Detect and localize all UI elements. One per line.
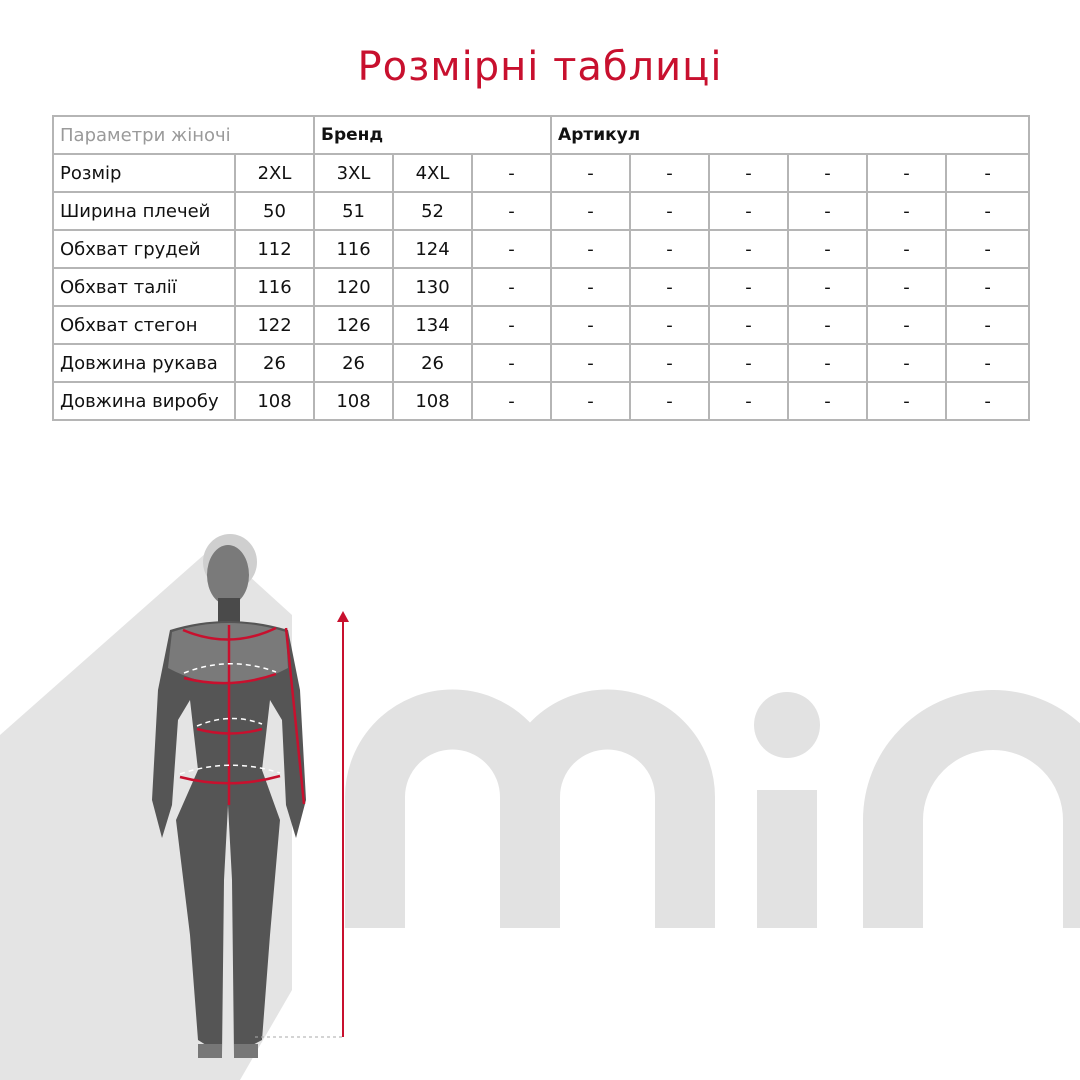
table-cell: -: [471, 191, 553, 231]
table-cell: -: [629, 153, 711, 193]
table-cell: 122: [233, 305, 316, 345]
row-label: Розмір: [52, 153, 236, 193]
table-cell: 116: [233, 267, 316, 307]
table-cell: -: [866, 381, 948, 421]
table-cell: -: [471, 153, 553, 193]
table-cell: -: [866, 267, 948, 307]
table-cell: -: [866, 305, 948, 345]
table-cell: 116: [313, 229, 395, 269]
table-cell: -: [550, 191, 632, 231]
table-cell: 108: [233, 381, 316, 421]
table-cell: -: [471, 381, 553, 421]
table-row: Обхват талії 116 120 130- - - - - - -: [52, 267, 1031, 307]
table-cell: 4XL: [392, 153, 474, 193]
size-table: Параметри жіночі Бренд Артикул Розмір 2XL…: [51, 115, 1031, 421]
table-cell: -: [787, 153, 869, 193]
table-cell: 126: [313, 305, 395, 345]
table-cell: -: [550, 381, 632, 421]
brand-logo: [345, 689, 1080, 928]
table-cell: 26: [392, 343, 474, 383]
table-cell: 52: [392, 191, 474, 231]
table-cell: -: [471, 229, 553, 269]
row-label: Ширина плечей: [52, 191, 236, 231]
table-cell: 124: [392, 229, 474, 269]
article-header: Артикул: [550, 115, 1031, 155]
table-cell: -: [629, 305, 711, 345]
table-cell: -: [787, 267, 869, 307]
table-row: Розмір 2XL 3XL 4XL - - - - - - -: [52, 153, 1031, 193]
table-cell: -: [945, 305, 1031, 345]
table-cell: -: [787, 229, 869, 269]
table-cell: -: [708, 305, 790, 345]
table-cell: 50: [233, 191, 316, 231]
table-cell: -: [708, 343, 790, 383]
table-cell: -: [787, 191, 869, 231]
table-row: Обхват стегон 122 126 134- - - - - - -: [52, 305, 1031, 345]
table-row: Обхват грудей 112 116 124- - - - - - -: [52, 229, 1031, 269]
table-cell: -: [471, 267, 553, 307]
row-label: Обхват талії: [52, 267, 236, 307]
table-cell: -: [787, 381, 869, 421]
table-cell: 108: [313, 381, 395, 421]
arrow-head-icon: [337, 611, 349, 622]
logo-i-dot: [754, 692, 820, 758]
table-cell: -: [945, 343, 1031, 383]
row-label: Довжина виробу: [52, 381, 236, 421]
table-row: Довжина виробу 108 108 108- - - - - - -: [52, 381, 1031, 421]
table-row: Ширина плечей 50 51 52- - - - - - -: [52, 191, 1031, 231]
row-label: Обхват стегон: [52, 305, 236, 345]
row-label: Обхват грудей: [52, 229, 236, 269]
params-header: Параметри жіночі: [51, 115, 316, 155]
table-cell: -: [708, 229, 790, 269]
table-cell: -: [550, 229, 632, 269]
table-cell: 120: [313, 267, 395, 307]
table-cell: 26: [313, 343, 395, 383]
table-cell: 134: [392, 305, 474, 345]
table-cell: -: [629, 191, 711, 231]
table-cell: 2XL: [233, 153, 316, 193]
table-cell: 26: [233, 343, 316, 383]
row-label: Довжина рукава: [52, 343, 236, 383]
table-cell: 3XL: [313, 153, 395, 193]
page-title: Розмірні таблиці: [357, 44, 723, 90]
table-cell: -: [629, 267, 711, 307]
table-cell: -: [945, 191, 1031, 231]
dashed-guides: [179, 663, 281, 775]
table-cell: -: [945, 381, 1031, 421]
table-cell: -: [629, 343, 711, 383]
measurement-lines: [179, 625, 306, 805]
table-header-row: Параметри жіночі Бренд Артикул: [51, 115, 1031, 155]
table-cell: -: [866, 343, 948, 383]
table-cell: -: [708, 191, 790, 231]
table-cell: -: [787, 343, 869, 383]
brand-header: Бренд: [313, 115, 553, 155]
table-cell: 112: [233, 229, 316, 269]
table-cell: -: [708, 153, 790, 193]
table-cell: -: [550, 267, 632, 307]
table-cell: -: [629, 229, 711, 269]
table-cell: 51: [313, 191, 395, 231]
table-cell: -: [471, 343, 553, 383]
table-cell: -: [787, 305, 869, 345]
table-cell: -: [550, 305, 632, 345]
table-cell: -: [471, 305, 553, 345]
table-row: Довжина рукава 26 26 26- - - - - - -: [52, 343, 1031, 383]
table-cell: -: [550, 153, 632, 193]
table-cell: -: [550, 343, 632, 383]
table-cell: 108: [392, 381, 474, 421]
table-cell: 130: [392, 267, 474, 307]
table-cell: -: [708, 381, 790, 421]
table-cell: -: [945, 153, 1031, 193]
table-cell: -: [945, 267, 1031, 307]
table-cell: -: [866, 191, 948, 231]
table-cell: -: [866, 153, 948, 193]
table-cell: -: [866, 229, 948, 269]
table-cell: -: [708, 267, 790, 307]
table-cell: -: [945, 229, 1031, 269]
table-cell: -: [629, 381, 711, 421]
